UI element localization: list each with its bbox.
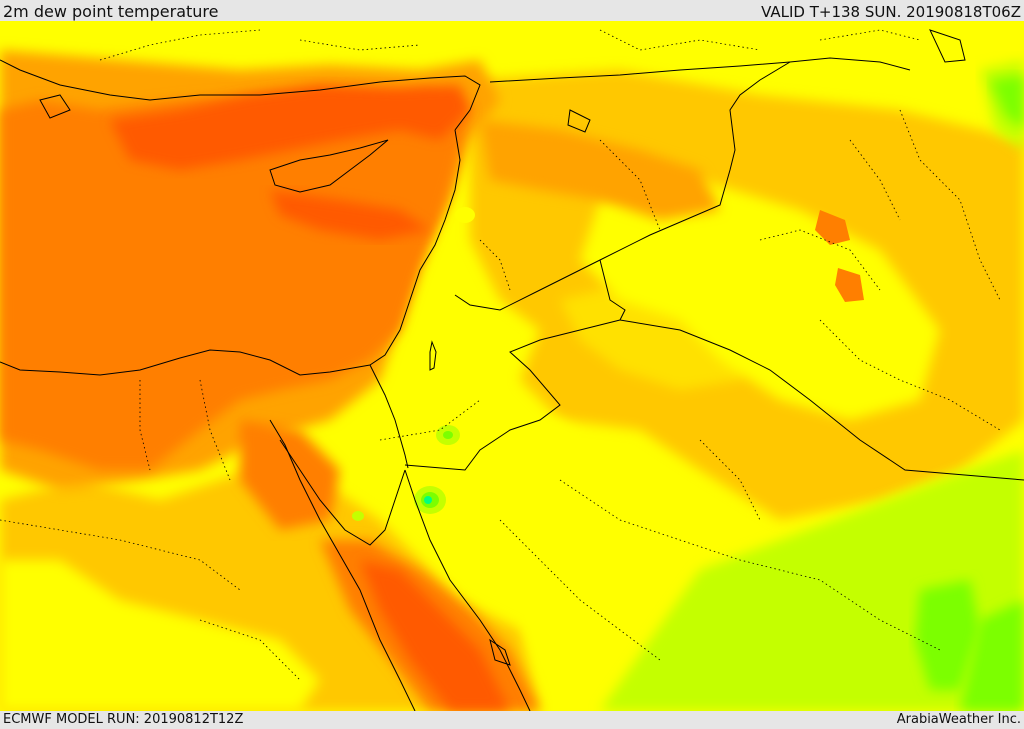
footer-bar: ECMWF MODEL RUN: 20190812T12Z ArabiaWeat… — [0, 711, 1024, 729]
credit-label: ArabiaWeather Inc. — [896, 712, 1021, 727]
header-bar: 2m dew point temperature VALID T+138 SUN… — [0, 0, 1024, 21]
coastlines — [0, 29, 966, 711]
dew-point-map — [0, 21, 1024, 711]
country-borders — [369, 57, 1024, 481]
model-run-label: ECMWF MODEL RUN: 20190812T12Z — [3, 712, 244, 727]
province-borders — [0, 29, 1001, 681]
valid-time: VALID T+138 SUN. 20190818T06Z — [761, 3, 1021, 21]
map-title: 2m dew point temperature — [3, 2, 219, 21]
map-svg — [0, 21, 1024, 711]
color-field — [0, 50, 1024, 711]
